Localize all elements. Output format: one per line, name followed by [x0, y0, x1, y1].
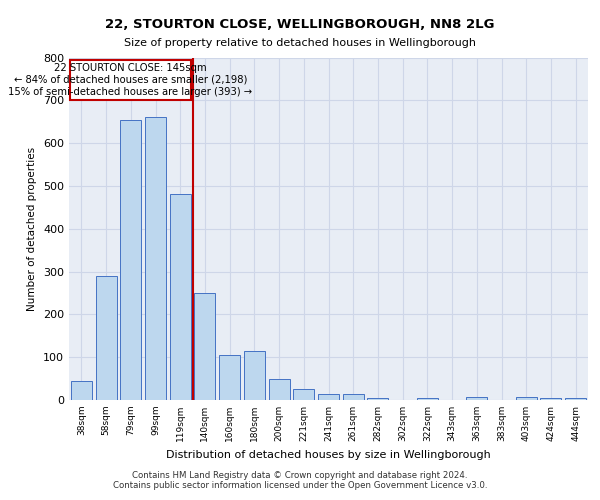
Text: 22 STOURTON CLOSE: 145sqm: 22 STOURTON CLOSE: 145sqm — [54, 62, 207, 72]
Bar — [71, 380, 92, 400]
Text: Contains HM Land Registry data © Crown copyright and database right 2024.: Contains HM Land Registry data © Crown c… — [132, 471, 468, 480]
Bar — [219, 355, 240, 400]
Bar — [293, 390, 314, 400]
Bar — [541, 398, 562, 400]
Bar — [95, 276, 116, 400]
Text: ← 84% of detached houses are smaller (2,198): ← 84% of detached houses are smaller (2,… — [14, 75, 247, 85]
Bar — [417, 398, 438, 400]
Bar — [318, 394, 339, 400]
Bar — [120, 120, 141, 400]
Bar — [466, 396, 487, 400]
Bar — [516, 396, 537, 400]
Bar — [170, 194, 191, 400]
Bar — [343, 394, 364, 400]
X-axis label: Distribution of detached houses by size in Wellingborough: Distribution of detached houses by size … — [166, 450, 491, 460]
Bar — [244, 351, 265, 400]
Text: 15% of semi-detached houses are larger (393) →: 15% of semi-detached houses are larger (… — [8, 88, 253, 98]
Bar — [194, 293, 215, 400]
Y-axis label: Number of detached properties: Number of detached properties — [28, 146, 37, 311]
Bar — [565, 398, 586, 400]
Text: Contains public sector information licensed under the Open Government Licence v3: Contains public sector information licen… — [113, 481, 487, 490]
Bar — [367, 398, 388, 400]
Bar — [269, 378, 290, 400]
Text: 22, STOURTON CLOSE, WELLINGBOROUGH, NN8 2LG: 22, STOURTON CLOSE, WELLINGBOROUGH, NN8 … — [105, 18, 495, 30]
Bar — [145, 118, 166, 400]
Text: Size of property relative to detached houses in Wellingborough: Size of property relative to detached ho… — [124, 38, 476, 48]
FancyBboxPatch shape — [70, 60, 191, 100]
